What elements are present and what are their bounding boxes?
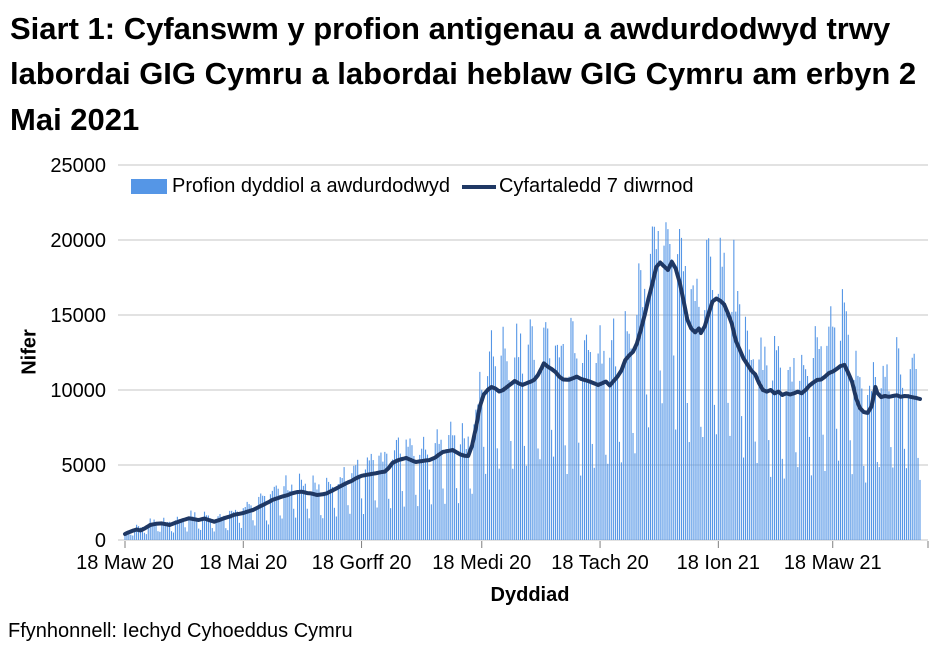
x-tick-label: 18 Maw 20 bbox=[76, 552, 174, 574]
x-tick-label: 18 Mai 20 bbox=[199, 552, 287, 574]
x-tick-label: 18 Medi 20 bbox=[432, 552, 531, 574]
x-axis-label: Dyddiad bbox=[490, 584, 570, 606]
source-note: Ffynhonnell: Iechyd Cyhoeddus Cymru bbox=[8, 620, 353, 642]
y-tick-label: 10000 bbox=[50, 380, 106, 402]
legend-label-line: Cyfartaledd 7 diwrnod bbox=[498, 175, 694, 197]
legend-label-bars: Profion dyddiol a awdurdodwyd bbox=[172, 175, 450, 197]
y-tick-label: 5000 bbox=[62, 455, 107, 477]
legend-item-line: Cyfartaledd 7 diwrnod bbox=[461, 175, 694, 198]
average-line bbox=[123, 259, 922, 536]
x-tick-label: 18 Ion 21 bbox=[677, 552, 760, 574]
x-tick-label: 18 Maw 21 bbox=[784, 552, 882, 574]
x-tick-label: 18 Tach 20 bbox=[551, 552, 649, 574]
y-axis-label: Nifer bbox=[18, 329, 41, 375]
line-series-swatch-icon bbox=[461, 184, 496, 189]
x-tick-label: 18 Gorff 20 bbox=[312, 552, 412, 574]
y-tick-label: 20000 bbox=[50, 230, 106, 252]
legend-item-bars: Profion dyddiol a awdurdodwyd bbox=[131, 175, 450, 198]
y-tick-label: 25000 bbox=[50, 155, 106, 177]
bar-series-swatch-icon bbox=[131, 179, 167, 194]
y-tick-label: 15000 bbox=[50, 305, 106, 327]
chart-legend: Profion dyddiol a awdurdodwyd Cyfartaled… bbox=[131, 175, 694, 198]
y-tick-label: 0 bbox=[95, 530, 106, 552]
chart-title: Siart 1: Cyfanswm y profion antigenau a … bbox=[10, 11, 917, 137]
